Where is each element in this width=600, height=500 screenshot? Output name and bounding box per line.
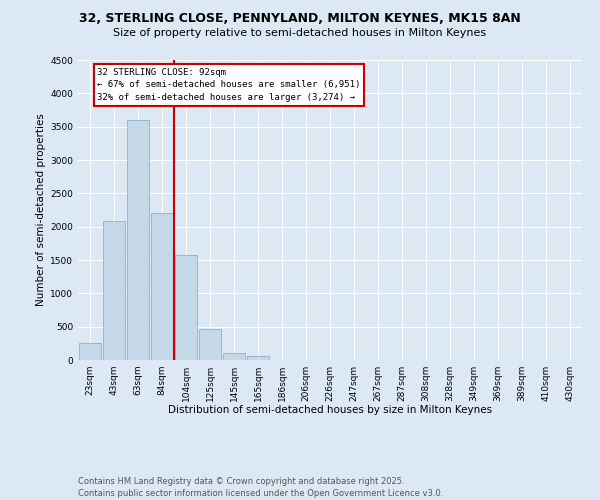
Text: 32, STERLING CLOSE, PENNYLAND, MILTON KEYNES, MK15 8AN: 32, STERLING CLOSE, PENNYLAND, MILTON KE…	[79, 12, 521, 26]
Bar	[127, 120, 149, 360]
Text: Size of property relative to semi-detached houses in Milton Keynes: Size of property relative to semi-detach…	[113, 28, 487, 38]
Bar	[199, 330, 221, 360]
Bar	[223, 354, 245, 360]
Bar	[175, 254, 197, 360]
Text: 32 STERLING CLOSE: 92sqm
← 67% of semi-detached houses are smaller (6,951)
32% o: 32 STERLING CLOSE: 92sqm ← 67% of semi-d…	[97, 68, 361, 102]
Bar	[247, 356, 269, 360]
Bar	[151, 214, 173, 360]
X-axis label: Distribution of semi-detached houses by size in Milton Keynes: Distribution of semi-detached houses by …	[168, 406, 492, 415]
Y-axis label: Number of semi-detached properties: Number of semi-detached properties	[36, 114, 46, 306]
Bar	[79, 344, 101, 360]
Text: Contains HM Land Registry data © Crown copyright and database right 2025.
Contai: Contains HM Land Registry data © Crown c…	[78, 476, 443, 498]
Bar	[103, 222, 125, 360]
